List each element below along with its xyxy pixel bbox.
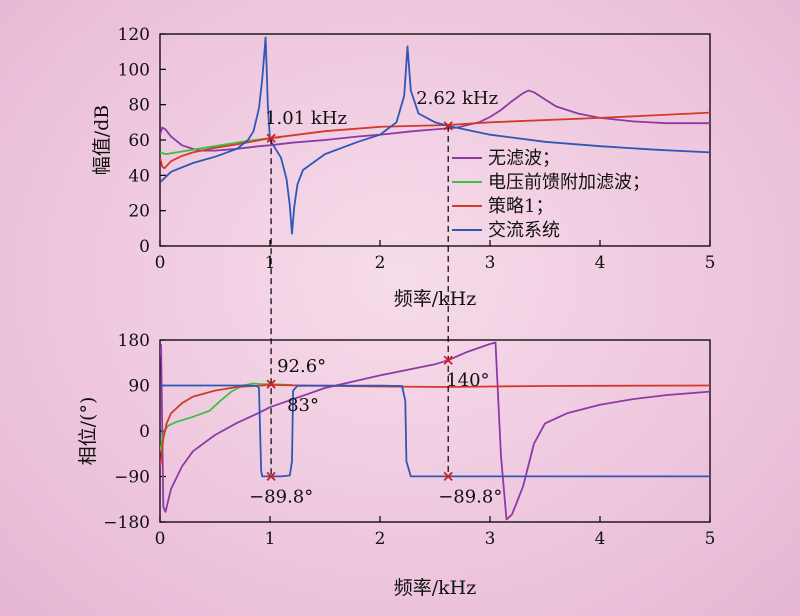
- magnitude-x-tick-label: 3: [485, 253, 496, 273]
- cross-marker: [443, 121, 453, 131]
- magnitude-ticks: 0 1 2 3 4 5 0 20 40 60 80 100 120: [118, 25, 716, 273]
- magnitude-y-tick-label: 40: [128, 166, 150, 186]
- magnitude-y-tick-label: 60: [128, 131, 150, 151]
- marker-layer: [266, 121, 453, 482]
- phase-y-tick-label: 0: [139, 422, 150, 442]
- magnitude-x-tick-label: 2: [375, 253, 386, 273]
- cross-marker: [266, 471, 276, 482]
- magnitude-plot-frame: [159, 33, 711, 247]
- phase-annotation-label: −89.8°: [249, 486, 313, 507]
- phase-y-tick-label: 90: [128, 377, 150, 397]
- phase-y-tick-label: −90: [114, 468, 150, 488]
- phase-annotation-label: −89.8°: [438, 486, 502, 507]
- phase-series: [160, 341, 710, 521]
- phase-annotation-label: 92.6°: [277, 356, 326, 377]
- legend-entry: 策略1；: [488, 196, 553, 217]
- magnitude-series-line-3: [160, 36, 710, 235]
- phase-annotation-label: 83°: [287, 395, 319, 416]
- phase-annotations: 92.6° 83° −89.8° 140° −89.8°: [249, 356, 502, 507]
- magnitude-series: [160, 36, 710, 235]
- phase-x-tick-label: 3: [485, 529, 496, 549]
- phase-series-line-3: [160, 384, 710, 478]
- magnitude-y-axis-label: 幅值/dB: [91, 105, 113, 176]
- phase-series-line-0: [160, 341, 710, 521]
- magnitude-annotation-label: 1.01 kHz: [265, 108, 347, 129]
- phase-y-tick-label: 180: [118, 331, 150, 351]
- magnitude-panel: 0 1 2 3 4 5 0 20 40 60 80 100 120 1.01 kHz 2.62 kHz 频…: [91, 25, 715, 310]
- cross-marker: [443, 471, 453, 482]
- legend-entry: 无滤波；: [488, 148, 560, 169]
- phase-y-tick-label: −180: [103, 513, 150, 533]
- magnitude-x-tick-label: 4: [595, 253, 606, 273]
- phase-x-axis-label: 频率/kHz: [394, 577, 477, 599]
- legend: 无滤波； 电压前馈附加滤波； 策略1； 交流系统: [452, 148, 650, 241]
- magnitude-y-tick-label: 100: [118, 60, 150, 80]
- phase-annotation-label: 140°: [446, 370, 489, 391]
- phase-x-tick-label: 0: [155, 529, 166, 549]
- phase-panel: 0 1 2 3 4 5 −180 −90 0 90 180 92.6° 83° −89.8° 140° −8…: [77, 331, 715, 599]
- magnitude-x-tick-label: 1: [265, 253, 276, 273]
- magnitude-annotation-label: 2.62 kHz: [416, 88, 498, 109]
- cross-marker: [443, 355, 453, 365]
- phase-plot-frame: [159, 339, 711, 523]
- phase-ticks: 0 1 2 3 4 5 −180 −90 0 90 180: [103, 331, 715, 549]
- phase-x-tick-label: 4: [595, 529, 606, 549]
- phase-x-tick-label: 1: [265, 529, 276, 549]
- cross-marker: [266, 379, 276, 389]
- phase-series-line-2: [160, 384, 710, 467]
- cross-marker: [266, 133, 276, 143]
- magnitude-series-line-2: [160, 111, 710, 170]
- phase-y-axis-label: 相位/(°): [77, 397, 99, 466]
- phase-series-line-1: [160, 382, 293, 452]
- legend-entry: 电压前馈附加滤波；: [488, 172, 650, 193]
- phase-x-tick-label: 2: [375, 529, 386, 549]
- magnitude-annotations: 1.01 kHz 2.62 kHz: [265, 88, 498, 129]
- magnitude-y-tick-label: 0: [139, 237, 150, 257]
- magnitude-y-tick-label: 20: [128, 202, 150, 222]
- magnitude-y-tick-label: 80: [128, 96, 150, 116]
- legend-entry: 交流系统: [488, 220, 560, 241]
- magnitude-x-tick-label: 5: [705, 253, 716, 273]
- phase-x-tick-label: 5: [705, 529, 716, 549]
- magnitude-x-tick-label: 0: [155, 253, 166, 273]
- magnitude-x-axis-label: 频率/kHz: [394, 288, 477, 310]
- magnitude-y-tick-label: 120: [118, 25, 150, 45]
